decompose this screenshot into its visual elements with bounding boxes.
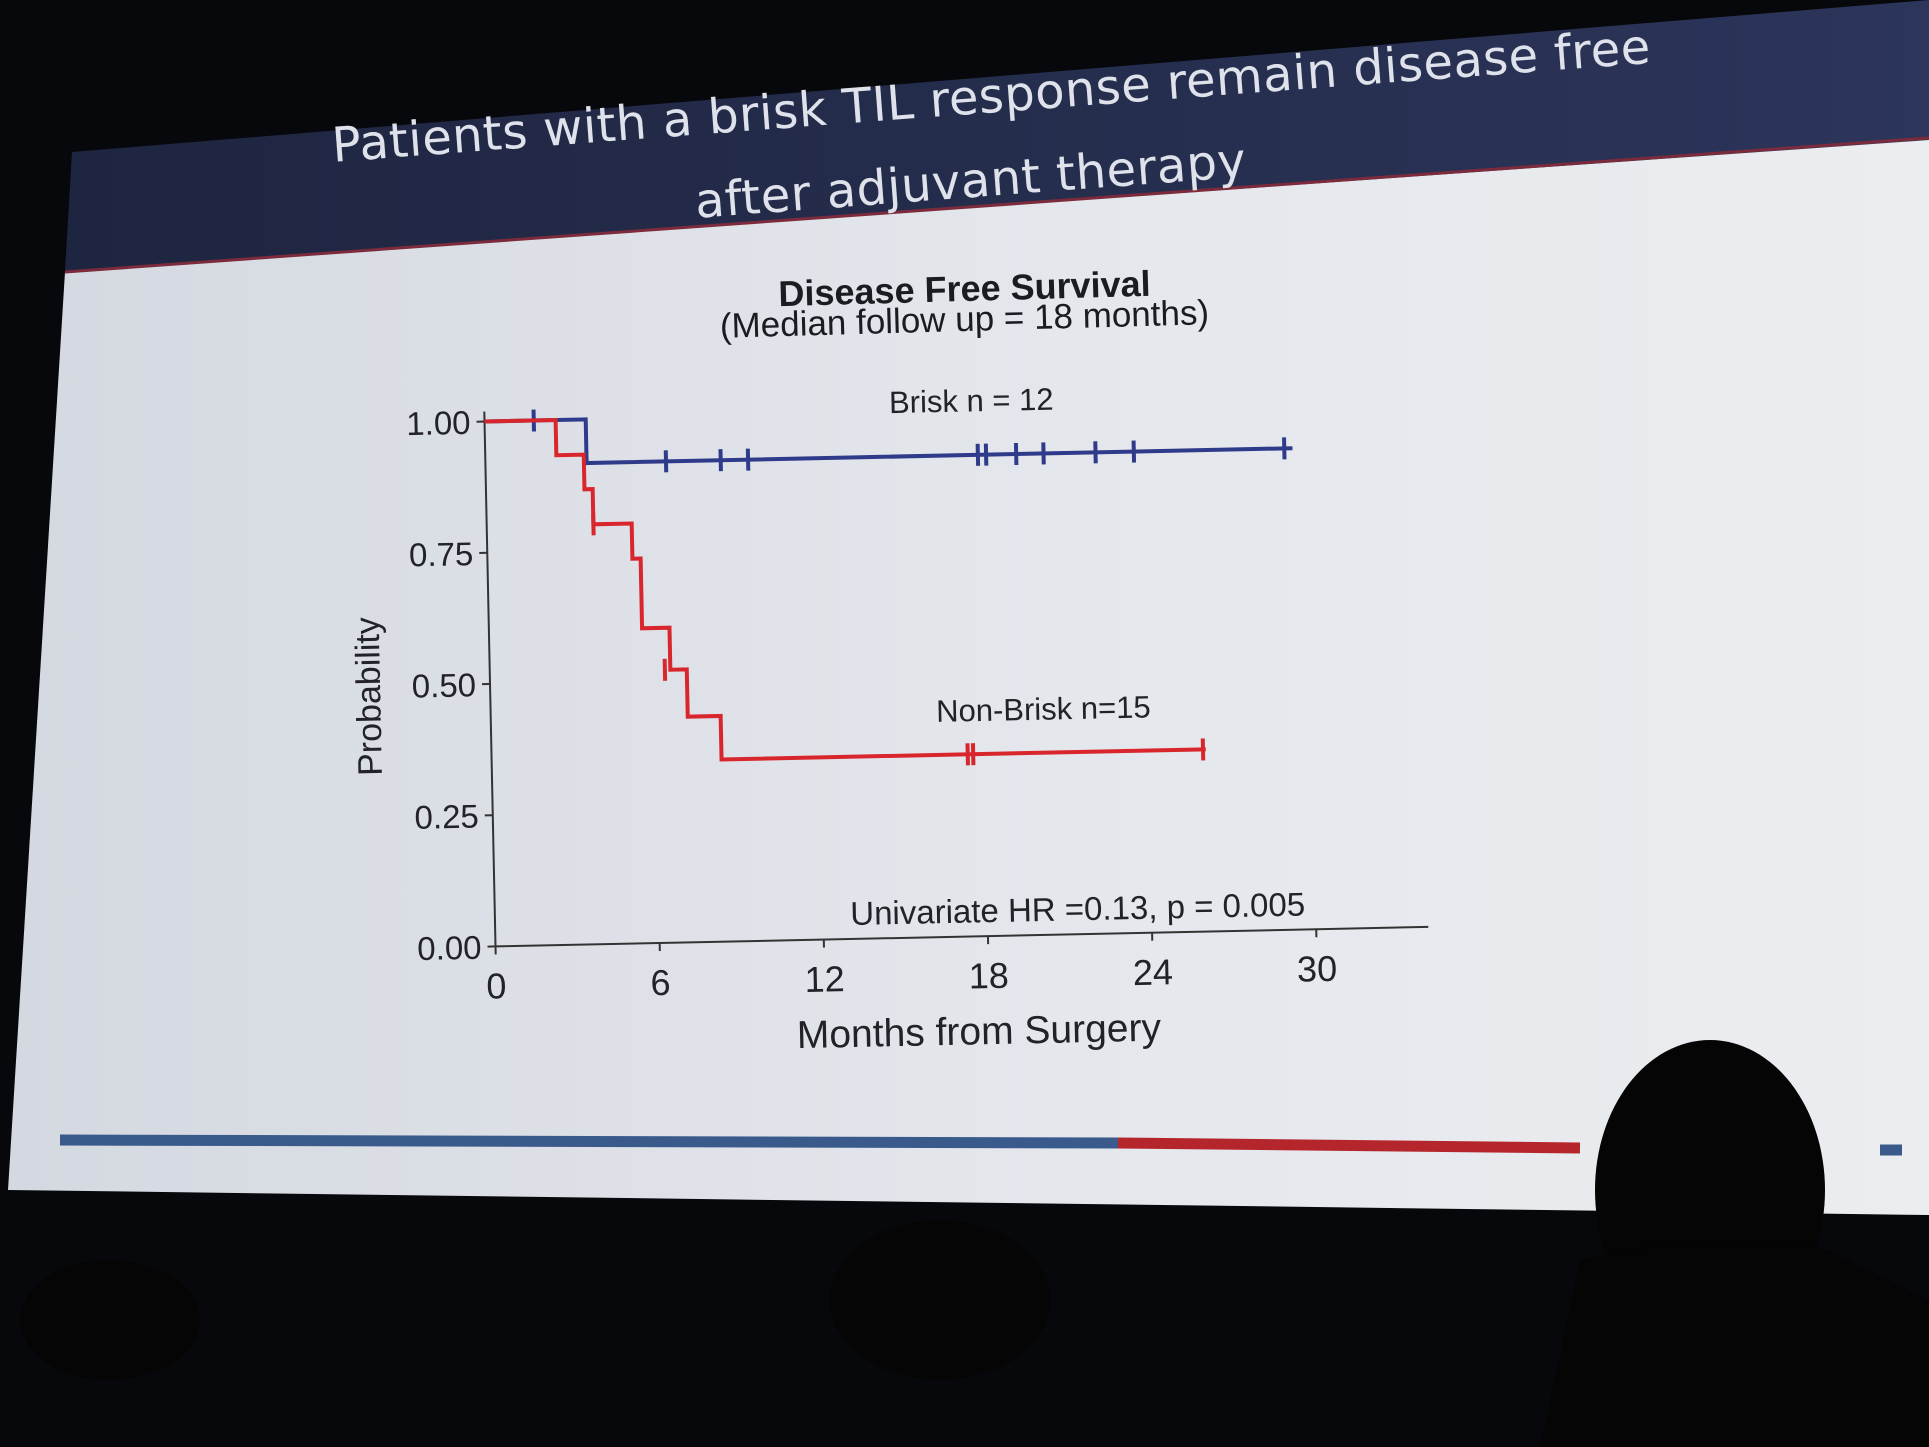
x-tick-label: 30 xyxy=(1297,948,1338,990)
non-brisk-series-label: Non-Brisk n=15 xyxy=(936,689,1151,728)
y-tick-label: 0.75 xyxy=(409,535,474,573)
y-tick-label: 1.00 xyxy=(406,404,471,442)
x-tick-label: 0 xyxy=(486,965,507,1006)
header-rule xyxy=(64,136,1929,274)
y-tick-label: 0.50 xyxy=(411,666,476,704)
x-axis-title: Months from Surgery xyxy=(796,1007,1161,1058)
footer-bar-red xyxy=(1117,1137,1581,1154)
x-tick-label: 24 xyxy=(1132,951,1173,993)
x-tick-label: 18 xyxy=(968,955,1009,997)
chart-labels: 0.00 0.25 0.50 0.75 1.00 0 6 12 18 24 30 Months fro… xyxy=(349,382,1338,1058)
axes xyxy=(476,411,1429,955)
x-axis-line xyxy=(495,925,1429,948)
brisk-series-label: Brisk n = 12 xyxy=(889,382,1054,420)
footer-bar-blue xyxy=(59,1134,1119,1149)
y-tick-label: 0.00 xyxy=(417,929,482,967)
x-tick-label: 6 xyxy=(650,962,671,1003)
hazard-ratio-annotation: Univariate HR =0.13, p = 0.005 xyxy=(850,885,1306,932)
y-axis-line xyxy=(483,411,497,947)
non-brisk-curve xyxy=(484,418,1206,762)
x-tick-label: 12 xyxy=(804,958,845,1000)
y-axis-title: Probability xyxy=(349,617,390,777)
series-curves xyxy=(484,409,1293,766)
y-tick-label: 0.25 xyxy=(414,798,479,836)
slide-header-band xyxy=(65,0,1929,272)
slide-body xyxy=(8,136,1929,1215)
audience-silhouettes xyxy=(20,1040,1929,1447)
